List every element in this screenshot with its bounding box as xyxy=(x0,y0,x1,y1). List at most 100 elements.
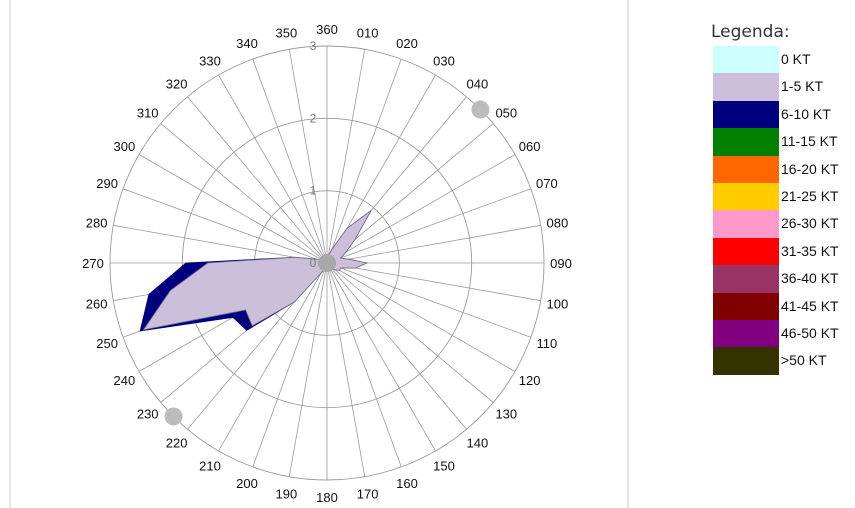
legend-item: 46-50 KT xyxy=(709,319,855,348)
legend-label: 1-5 KT xyxy=(781,78,824,95)
legend-swatch xyxy=(713,292,779,320)
direction-label-280: 280 xyxy=(86,215,108,230)
grid-spoke-200 xyxy=(252,262,328,468)
legend-label: 31-35 KT xyxy=(781,242,839,259)
legend-label: 41-45 KT xyxy=(781,297,839,314)
direction-label-250: 250 xyxy=(96,336,118,351)
radial-tick-1: 1 xyxy=(310,184,317,198)
radial-tick-2: 2 xyxy=(310,111,317,125)
marker-point-2 xyxy=(164,407,183,426)
direction-label-200: 200 xyxy=(236,476,258,491)
legend-swatch xyxy=(713,46,779,74)
grid-spoke-010 xyxy=(326,49,366,264)
legend-label: 11-15 KT xyxy=(781,133,838,150)
direction-label-130: 130 xyxy=(495,406,517,421)
direction-label-350: 350 xyxy=(276,26,298,41)
legend-swatch xyxy=(713,210,779,238)
radial-tick-0: 0 xyxy=(310,256,317,270)
direction-label-360: 360 xyxy=(316,22,338,37)
legend-label: 6-10 KT xyxy=(781,105,831,122)
legend-label: 36-40 KT xyxy=(781,270,839,287)
direction-label-030: 030 xyxy=(433,53,455,68)
grid-spoke-110 xyxy=(326,262,532,338)
direction-label-340: 340 xyxy=(236,36,258,51)
legend-label: >50 KT xyxy=(781,352,827,369)
direction-label-040: 040 xyxy=(467,77,489,92)
direction-labels: 360 0100200300400500600700800901001101201… xyxy=(82,22,572,505)
direction-label-180: 180 xyxy=(316,490,338,505)
legend-item: 26-30 KT xyxy=(709,210,855,238)
direction-label-300: 300 xyxy=(114,139,136,154)
grid-spoke-070 xyxy=(326,188,532,264)
grid-spoke-310 xyxy=(160,123,328,264)
direction-label-090: 090 xyxy=(550,256,572,271)
radial-tick-3: 3 xyxy=(310,39,317,53)
legend-title: Legenda: xyxy=(711,22,790,42)
legend-label: 0 KT xyxy=(781,51,811,67)
direction-label-150: 150 xyxy=(433,459,455,474)
direction-label-330: 330 xyxy=(199,53,221,68)
legend-item: 11-15 KT xyxy=(709,128,855,156)
grid-spoke-150 xyxy=(326,262,436,452)
legend-item: 0 KT xyxy=(709,46,855,74)
grid-spoke-300 xyxy=(138,154,328,264)
marker-layer xyxy=(164,100,490,426)
legend-item: 16-20 KT xyxy=(709,155,855,183)
legend-swatch xyxy=(713,347,779,375)
direction-label-060: 060 xyxy=(519,139,541,154)
series-layer xyxy=(139,210,372,332)
legend-item: 31-35 KT xyxy=(709,237,855,266)
grid-spoke-190 xyxy=(288,262,328,477)
direction-label-070: 070 xyxy=(536,176,558,191)
direction-label-170: 170 xyxy=(357,486,379,501)
legend-swatch xyxy=(713,319,779,348)
legend-item: 41-45 KT xyxy=(709,292,855,320)
direction-label-190: 190 xyxy=(276,486,298,501)
legend-swatch xyxy=(713,128,779,156)
legend-label: 16-20 KT xyxy=(781,160,839,177)
grid-spoke-210 xyxy=(218,262,328,452)
direction-label-210: 210 xyxy=(199,459,221,474)
direction-label-270: 270 xyxy=(82,256,104,271)
legend-label: 46-50 KT xyxy=(781,324,839,341)
legend-item: >50 KT xyxy=(709,347,855,375)
legend-swatch xyxy=(713,237,779,266)
grid-spoke-080 xyxy=(326,224,541,264)
grid-spoke-350 xyxy=(288,49,328,264)
direction-label-310: 310 xyxy=(137,106,159,121)
grid-spoke-160 xyxy=(326,262,402,468)
direction-label-230: 230 xyxy=(137,406,159,421)
grid-spoke-130 xyxy=(326,262,494,403)
grid-spoke-170 xyxy=(326,262,366,477)
legend-swatch xyxy=(713,265,779,293)
direction-label-120: 120 xyxy=(519,373,541,388)
legend: Legenda: 0 KT 1-5 KT 6-10 KT 11-15 KT 16-20 … xyxy=(709,18,855,375)
grid-spoke-100 xyxy=(326,262,541,302)
grid-spoke-120 xyxy=(326,262,516,372)
direction-label-240: 240 xyxy=(114,373,136,388)
grid-spoke-140 xyxy=(326,262,467,430)
radial-tick-labels: 0 1 2 3 xyxy=(310,39,317,270)
legend-swatch xyxy=(713,182,779,211)
direction-label-110: 110 xyxy=(537,336,558,351)
grid-spoke-330 xyxy=(218,74,328,264)
grid-spoke-320 xyxy=(187,96,328,264)
grid-spoke-290 xyxy=(122,188,328,264)
direction-label-160: 160 xyxy=(396,476,418,491)
legend-item: 36-40 KT xyxy=(709,265,855,293)
direction-label-080: 080 xyxy=(547,215,569,230)
grid-spoke-020 xyxy=(326,58,402,264)
direction-label-140: 140 xyxy=(467,435,489,450)
legend-item: 6-10 KT xyxy=(709,100,855,129)
grid-spoke-340 xyxy=(252,58,328,264)
direction-label-290: 290 xyxy=(96,176,118,191)
legend-items: 0 KT 1-5 KT 6-10 KT 11-15 KT 16-20 KT 21-25 K… xyxy=(709,46,855,375)
legend-swatch xyxy=(713,100,779,129)
direction-label-260: 260 xyxy=(86,297,108,312)
grid-spoke-060 xyxy=(326,154,516,264)
direction-label-320: 320 xyxy=(166,77,188,92)
direction-label-050: 050 xyxy=(495,106,517,121)
legend-item: 21-25 KT xyxy=(709,182,855,211)
legend-swatch xyxy=(713,73,779,101)
